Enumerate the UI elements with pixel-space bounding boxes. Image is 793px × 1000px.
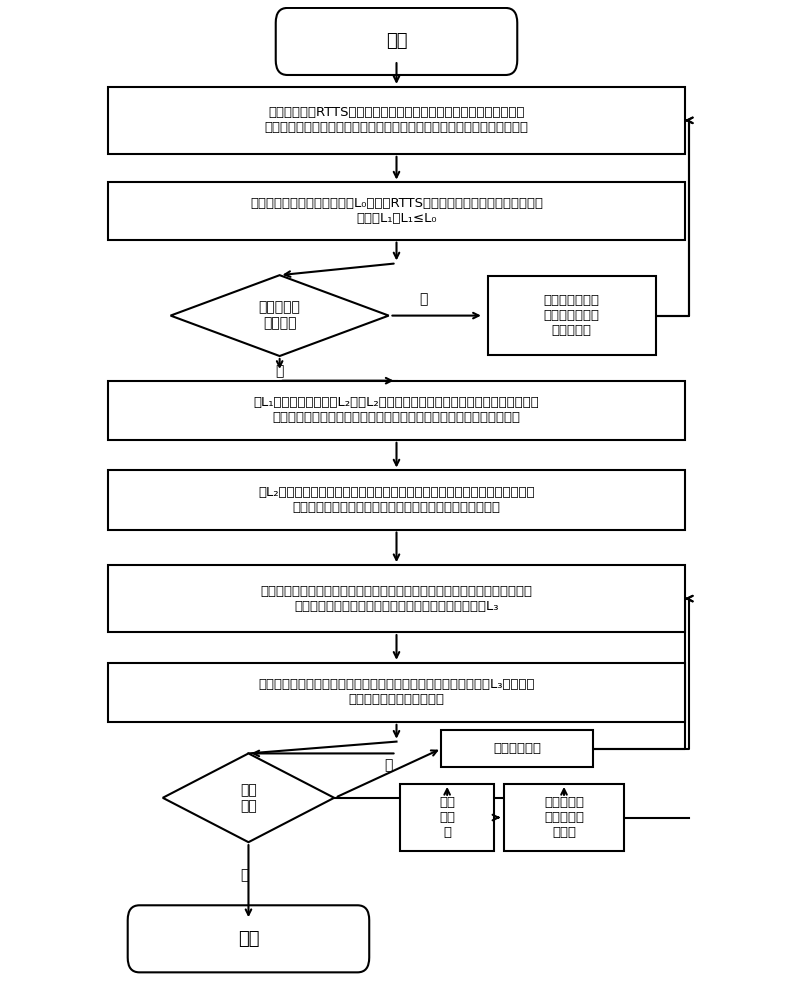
Text: 结束: 结束: [238, 930, 259, 948]
FancyBboxPatch shape: [128, 905, 370, 972]
Text: 记录准备下入RTTS封隔器井的井身结构、试油管柱组合、井眼轨迹、
压井液密度、试油层位顶部井深、封隔器坐封力、管柱三轴安全系数最低值: 记录准备下入RTTS封隔器井的井身结构、试油管柱组合、井眼轨迹、 压井液密度、试…: [265, 106, 528, 134]
Text: 在L₁中预给出一个井段L₂，在L₂中计算出不同井深与不同坐封力条件下管柱所
需释放悬重，将计算结果作在等高线图中，得到管柱释放悬重等高线图: 在L₁中预给出一个井段L₂，在L₂中计算出不同井深与不同坐封力条件下管柱所 需释…: [254, 396, 539, 424]
Polygon shape: [170, 275, 389, 356]
Bar: [441, 730, 593, 767]
Bar: [108, 182, 685, 240]
Text: 是: 是: [240, 868, 248, 882]
Bar: [400, 784, 494, 851]
Text: 无井
段可
选: 无井 段可 选: [439, 796, 455, 839]
Bar: [108, 381, 685, 440]
Text: 通过性满足
施工要求: 通过性满足 施工要求: [259, 300, 301, 331]
Text: 在L₂中计算出不同井深与不同坐封力条件下管柱最小三轴安全系数，并将计算
结果作在等高线图中，得到管柱最小三轴安全系数等高线图: 在L₂中计算出不同井深与不同坐封力条件下管柱最小三轴安全系数，并将计算 结果作在…: [259, 486, 534, 514]
Text: 重新选择井段: 重新选择井段: [493, 742, 542, 755]
Text: 在管柱释放悬重等高线图中找出满足坐封力传递要求条件下最小的管柱释放悬
重等高线，找出在该等高线上坐封力传递值最高的井段L₃: 在管柱释放悬重等高线图中找出满足坐封力传递要求条件下最小的管柱释放悬 重等高线，…: [260, 585, 533, 613]
Text: 否: 否: [419, 292, 428, 306]
Bar: [488, 276, 656, 355]
Polygon shape: [163, 753, 334, 842]
Text: 满足
要求: 满足 要求: [240, 783, 257, 813]
Bar: [108, 663, 685, 722]
Text: 开始: 开始: [385, 32, 408, 50]
Text: 是: 是: [275, 364, 284, 378]
Text: 在管柱最小三轴安全系数等高线图中核对封隔器所需坐封力与井段L₃范围内的
三轴安全系数是否满足要求: 在管柱最小三轴安全系数等高线图中核对封隔器所需坐封力与井段L₃范围内的 三轴安全…: [259, 678, 534, 706]
Text: 调整封隔器尺寸
或管柱结构以及
压井液密度: 调整封隔器尺寸 或管柱结构以及 压井液密度: [544, 294, 600, 337]
Bar: [504, 784, 624, 851]
Bar: [108, 87, 685, 154]
FancyBboxPatch shape: [276, 8, 517, 75]
Text: 调整封隔器
尺寸或压井
液密度: 调整封隔器 尺寸或压井 液密度: [544, 796, 584, 839]
Bar: [108, 470, 685, 530]
Bar: [108, 565, 685, 632]
Text: 否: 否: [385, 758, 393, 772]
Text: 从井口到试油层位之间的井段L₀中开展RTTS封隔器与试油管柱通过性计算，得
到井段L₁，L₁≤L₀: 从井口到试油层位之间的井段L₀中开展RTTS封隔器与试油管柱通过性计算，得 到井…: [250, 197, 543, 225]
